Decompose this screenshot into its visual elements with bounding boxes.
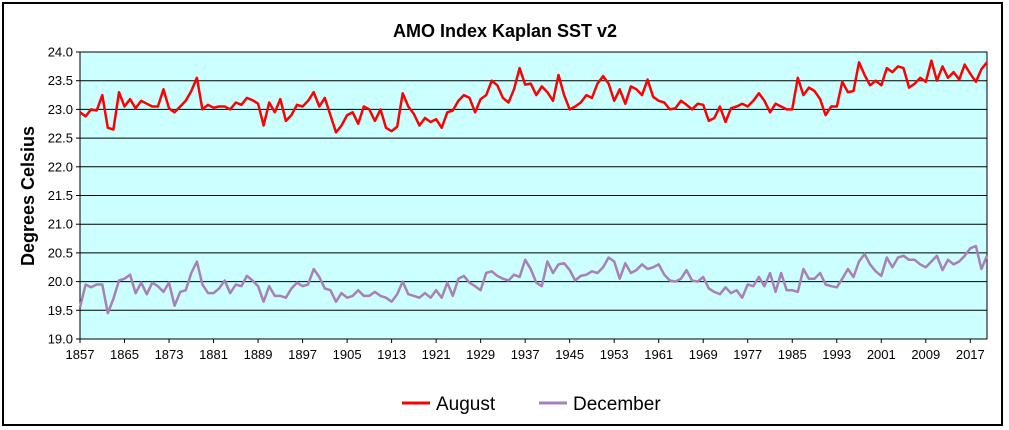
x-tick-label: 1913 [377, 347, 406, 362]
gridlines [80, 80, 987, 311]
x-tick-label: 1857 [66, 347, 95, 362]
series-lines [78, 59, 989, 315]
y-tick-label: 20.5 [48, 245, 73, 260]
x-tick-label: 1961 [644, 347, 673, 362]
legend-label-august: August [436, 394, 496, 415]
y-tick-label: 22.0 [48, 159, 73, 174]
x-tick-label: 1865 [110, 347, 139, 362]
x-tick-label: 1953 [600, 347, 629, 362]
x-tick-label: 1897 [288, 347, 317, 362]
series-line-august [79, 59, 988, 134]
x-tick-label: 1889 [244, 347, 273, 362]
x-axis-ticks: 1857 1865 1873 1881 1889 1897 1905 1913 1921 1929… [66, 339, 985, 362]
y-tick-label: 20.0 [48, 274, 73, 289]
y-tick-label: 22.5 [48, 131, 73, 146]
x-tick-label: 1937 [511, 347, 540, 362]
y-axis-label: Degrees Celsius [18, 126, 38, 266]
x-tick-label: 2009 [911, 347, 940, 362]
x-tick-label: 1985 [778, 347, 807, 362]
x-tick-label: 2001 [867, 347, 896, 362]
y-tick-label: 24.0 [48, 45, 73, 60]
x-tick-label: 1993 [822, 347, 851, 362]
x-tick-label: 1921 [422, 347, 451, 362]
y-axis-ticks: 19.0 19.5 20.0 20.5 21.0 21.5 22.0 22.5 23.0 23.5… [48, 45, 80, 347]
y-tick-label: 23.5 [48, 73, 73, 88]
x-tick-label: 1905 [333, 347, 362, 362]
y-tick-label: 21.5 [48, 188, 73, 203]
x-tick-label: 1929 [466, 347, 495, 362]
legend: August December [402, 394, 661, 415]
y-tick-label: 21.0 [48, 217, 73, 232]
chart-title: AMO Index Kaplan SST v2 [393, 21, 617, 41]
y-tick-label: 19.0 [48, 332, 73, 347]
y-tick-label: 19.5 [48, 303, 73, 318]
x-tick-label: 1977 [733, 347, 762, 362]
x-tick-label: 1873 [155, 347, 184, 362]
x-tick-label: 1945 [555, 347, 584, 362]
series-line-december [78, 244, 989, 315]
y-tick-label: 23.0 [48, 102, 73, 117]
legend-label-december: December [573, 394, 661, 415]
x-tick-label: 1969 [689, 347, 718, 362]
x-tick-label: 2017 [956, 347, 985, 362]
x-tick-label: 1881 [199, 347, 228, 362]
